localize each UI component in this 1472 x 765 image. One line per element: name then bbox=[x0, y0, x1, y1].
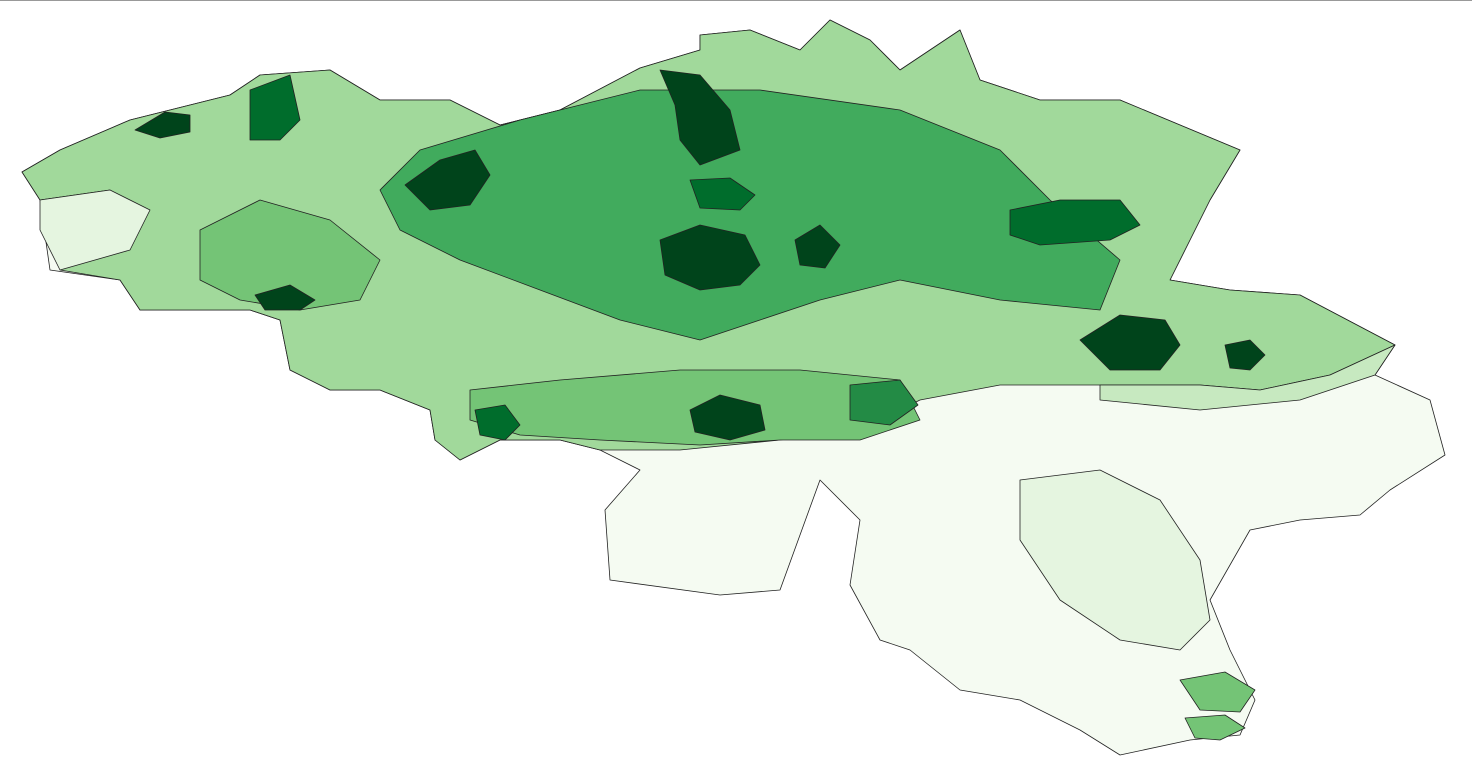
city-ghent bbox=[404, 149, 491, 211]
region-central bbox=[379, 89, 1121, 341]
city-bruges bbox=[134, 111, 191, 139]
city-liege bbox=[1079, 314, 1181, 371]
city-arlon bbox=[1179, 671, 1256, 713]
city-arlon-south bbox=[1184, 714, 1246, 741]
city-leuven bbox=[794, 224, 841, 269]
city-brussels bbox=[659, 224, 761, 291]
city-hasselt bbox=[1009, 199, 1141, 246]
city-antwerp bbox=[659, 69, 741, 166]
city-mechelen bbox=[689, 177, 756, 211]
city-ostend-area bbox=[249, 74, 301, 141]
city-verviers bbox=[1224, 339, 1266, 371]
city-namur-area bbox=[849, 379, 919, 426]
city-mons bbox=[474, 404, 521, 441]
city-charleroi bbox=[689, 394, 766, 441]
region-west bbox=[199, 199, 381, 311]
region-east-light bbox=[1099, 344, 1396, 411]
region-south-light bbox=[1019, 469, 1211, 651]
region-coast-light bbox=[39, 189, 151, 271]
city-kortrijk bbox=[254, 284, 316, 311]
